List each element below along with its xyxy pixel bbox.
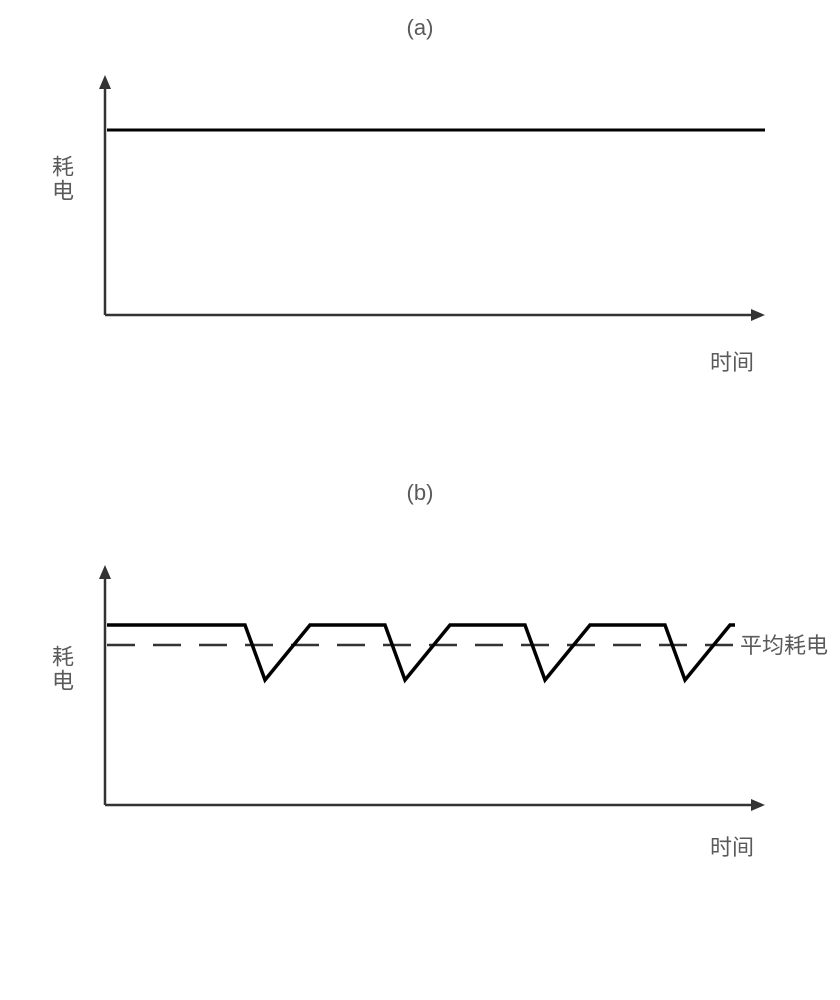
chart-b-x-axis-label: 时间	[710, 830, 754, 862]
chart-a-container	[85, 75, 765, 340]
chart-b-y-axis-label: 耗电	[45, 645, 77, 693]
chart-a-x-axis-label: 时间	[710, 345, 754, 377]
chart-a-svg	[85, 75, 765, 335]
avg-consumption-label: 平均耗电	[740, 628, 828, 660]
chart-b-container	[85, 565, 765, 830]
chart-a-y-axis-label: 耗电	[45, 155, 77, 203]
chart-b-svg	[85, 565, 765, 825]
subplot-a-label: (a)	[0, 15, 840, 41]
subplot-b-label: (b)	[0, 480, 840, 506]
